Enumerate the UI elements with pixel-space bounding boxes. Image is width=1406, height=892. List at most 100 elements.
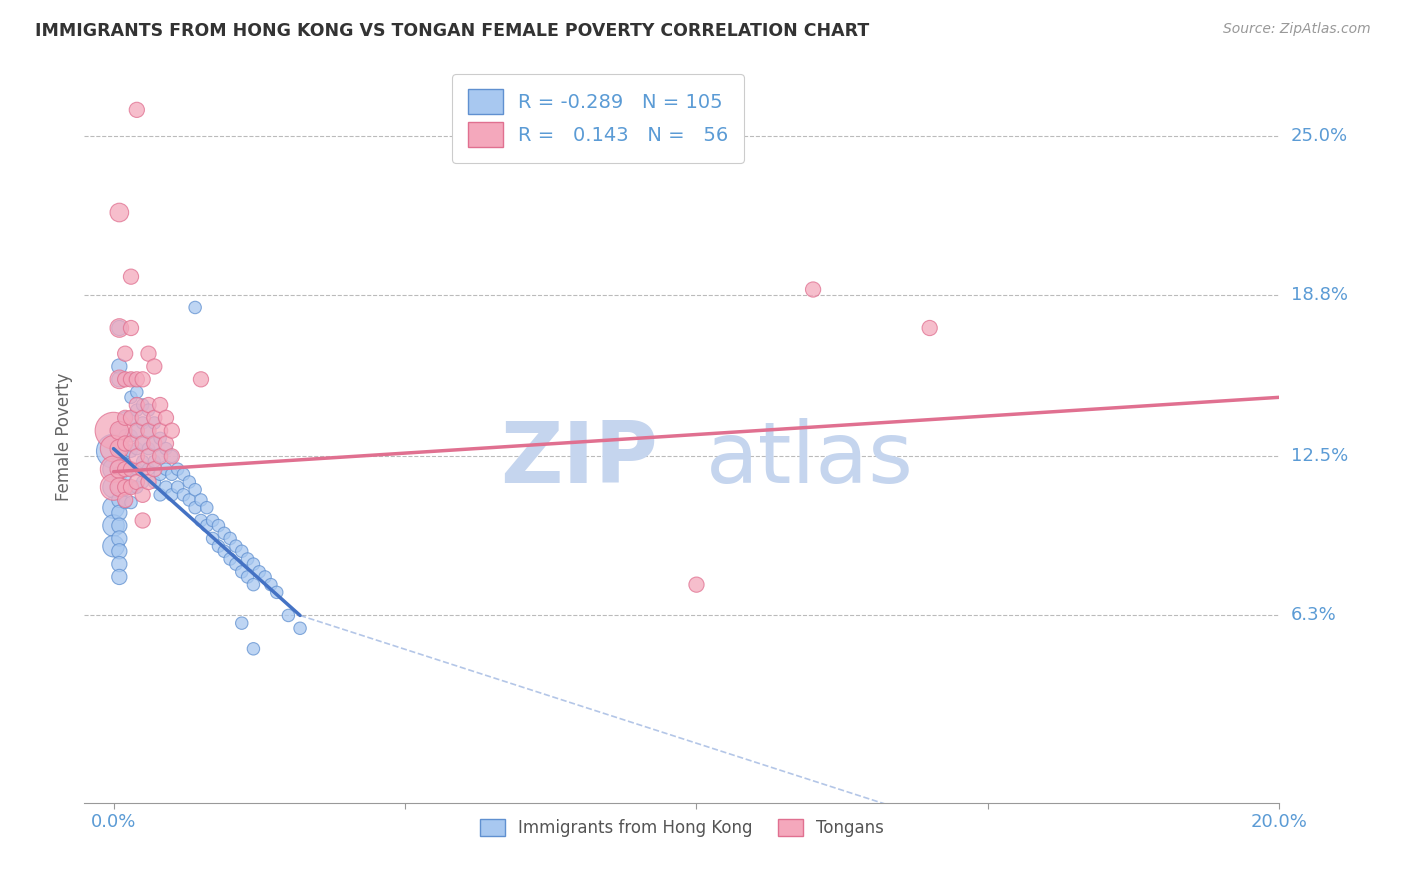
Point <box>114 483 136 497</box>
Point <box>108 506 131 520</box>
Point <box>125 424 148 438</box>
Point <box>108 205 131 219</box>
Point <box>131 462 153 476</box>
Point <box>125 372 148 386</box>
Legend: Immigrants from Hong Kong, Tongans: Immigrants from Hong Kong, Tongans <box>471 811 893 846</box>
Point <box>149 450 172 464</box>
Point <box>114 410 136 425</box>
Point <box>131 372 153 386</box>
Point <box>120 321 142 335</box>
Point <box>120 429 142 443</box>
Point <box>131 416 153 430</box>
Point <box>138 403 160 417</box>
Point <box>120 480 142 494</box>
Point <box>131 514 153 528</box>
Point <box>254 570 277 584</box>
Point <box>125 385 148 400</box>
Point <box>143 462 166 476</box>
Point <box>160 450 183 464</box>
Point <box>242 577 264 591</box>
Point <box>172 488 194 502</box>
Text: IMMIGRANTS FROM HONG KONG VS TONGAN FEMALE POVERTY CORRELATION CHART: IMMIGRANTS FROM HONG KONG VS TONGAN FEMA… <box>35 22 869 40</box>
Point <box>120 495 142 509</box>
Point <box>120 372 142 386</box>
Point <box>149 450 172 464</box>
Point <box>125 480 148 494</box>
Point <box>138 475 160 489</box>
Text: ZIP: ZIP <box>501 417 658 500</box>
Point <box>207 539 229 553</box>
Point <box>120 372 142 386</box>
Point <box>103 539 125 553</box>
Point <box>120 462 142 476</box>
Point <box>114 436 136 450</box>
Point <box>195 500 218 515</box>
Point <box>108 462 131 476</box>
Point <box>277 608 299 623</box>
Point <box>108 442 131 456</box>
Point <box>120 410 142 425</box>
Point <box>225 539 247 553</box>
Point <box>114 410 136 425</box>
Text: 6.3%: 6.3% <box>1291 607 1336 624</box>
Point <box>247 565 270 579</box>
Point <box>143 416 166 430</box>
Point <box>108 557 131 571</box>
Point <box>114 372 136 386</box>
Point <box>179 492 201 507</box>
Point <box>114 457 136 471</box>
Point <box>143 410 166 425</box>
Point <box>138 398 160 412</box>
Point <box>108 518 131 533</box>
Point <box>125 424 148 438</box>
Point <box>131 436 153 450</box>
Point <box>120 436 142 450</box>
Point <box>131 398 153 412</box>
Point <box>131 454 153 468</box>
Point <box>125 442 148 456</box>
Point <box>155 442 177 456</box>
Point <box>138 424 160 438</box>
Text: 18.8%: 18.8% <box>1291 285 1347 303</box>
Point <box>195 518 218 533</box>
Point <box>138 462 160 476</box>
Point <box>114 470 136 484</box>
Point <box>103 518 125 533</box>
Point <box>108 359 131 374</box>
Point <box>266 585 288 599</box>
Point <box>131 488 153 502</box>
Point <box>143 454 166 468</box>
Point <box>260 577 283 591</box>
Point <box>114 462 136 476</box>
Point <box>120 269 142 284</box>
Point <box>108 467 131 482</box>
Point <box>103 480 125 494</box>
Point <box>184 483 207 497</box>
Point <box>103 444 125 458</box>
Point <box>201 532 224 546</box>
Point <box>160 467 183 482</box>
Point <box>108 457 131 471</box>
Point <box>149 431 172 445</box>
Point <box>143 475 166 489</box>
Point <box>160 450 183 464</box>
Point <box>149 467 172 482</box>
Point <box>143 359 166 374</box>
Point <box>114 429 136 443</box>
Text: 25.0%: 25.0% <box>1291 127 1348 145</box>
Point <box>108 424 131 438</box>
Point <box>103 462 125 476</box>
Point <box>231 565 253 579</box>
Point <box>125 398 148 412</box>
Text: 12.5%: 12.5% <box>1291 447 1348 466</box>
Point <box>138 442 160 456</box>
Point <box>131 410 153 425</box>
Point <box>131 436 153 450</box>
Point <box>114 444 136 458</box>
Point <box>149 398 172 412</box>
Point <box>918 321 941 335</box>
Point <box>108 372 131 386</box>
Point <box>231 544 253 558</box>
Point <box>103 462 125 476</box>
Point <box>138 450 160 464</box>
